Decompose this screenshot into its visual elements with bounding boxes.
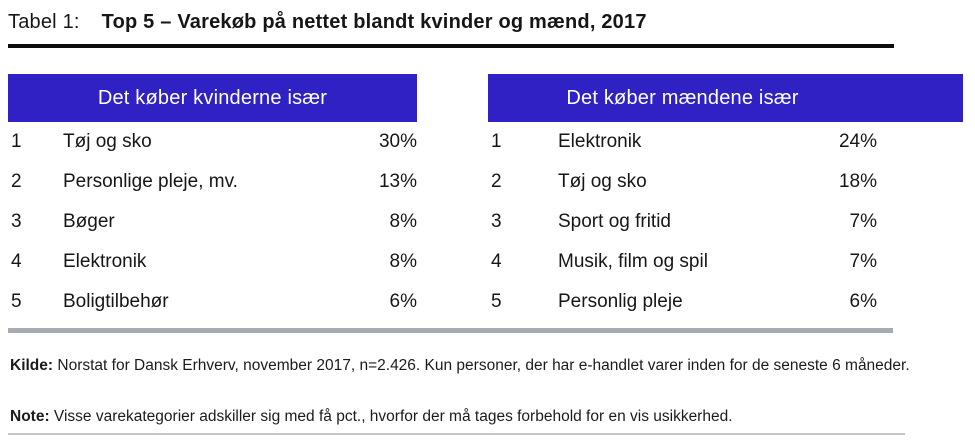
row-category: Boligtilbehør [63, 291, 169, 312]
source-note: Kilde: Norstat for Dansk Erhverv, novemb… [10, 352, 915, 379]
row-rank: 4 [491, 251, 502, 272]
method-text: Visse varekategorier adskiller sig med f… [53, 408, 733, 425]
row-category: Musik, film og spil [558, 251, 708, 272]
row-rank: 5 [491, 291, 502, 312]
row-category: Personlig pleje [558, 291, 683, 312]
table-row: 4 Elektronik 8% [8, 242, 417, 282]
table-row: 2 Personlige pleje, mv. 13% [8, 162, 417, 202]
table-row: 1 Elektronik 24% [488, 122, 963, 162]
table-row: 4 Musik, film og spil 7% [488, 242, 963, 282]
row-category: Bøger [63, 211, 115, 232]
row-category: Personlige pleje, mv. [63, 171, 238, 192]
table-men-rows: 1 Elektronik 24% 2 Tøj og sko 18% 3 Spor… [488, 122, 963, 322]
row-percentage: 18% [838, 171, 877, 192]
table-bottom-divider [8, 328, 893, 333]
row-percentage: 8% [389, 251, 417, 272]
row-percentage: 13% [378, 171, 417, 192]
page-bottom-divider [8, 433, 905, 435]
row-category: Elektronik [558, 131, 642, 152]
row-percentage: 30% [378, 131, 417, 152]
row-rank: 2 [491, 171, 502, 192]
row-percentage: 8% [389, 211, 417, 232]
table-men-header: Det køber mændene især [488, 74, 963, 122]
table-row: 5 Personlig pleje 6% [488, 282, 963, 322]
figure-title: Tabel 1: Top 5 – Varekøb på nettet blandt… [8, 11, 647, 34]
table-men: Det køber mændene især 1 Elektronik 24% … [488, 74, 963, 322]
row-percentage: 7% [849, 211, 877, 232]
row-rank: 2 [11, 171, 22, 192]
row-percentage: 24% [838, 131, 877, 152]
method-label: Note: [10, 408, 50, 425]
row-rank: 4 [11, 251, 22, 272]
figure-label: Tabel 1: [8, 11, 80, 33]
method-note: Note: Visse varekategorier adskiller sig… [10, 403, 915, 430]
source-label: Kilde: [10, 357, 54, 374]
table-women-rows: 1 Tøj og sko 30% 2 Personlige pleje, mv.… [8, 122, 417, 322]
row-category: Tøj og sko [558, 171, 647, 192]
row-percentage: 7% [849, 251, 877, 272]
table-row: 2 Tøj og sko 18% [488, 162, 963, 202]
source-text: Norstat for Dansk Erhverv, november 2017… [57, 357, 910, 374]
figure-heading: Top 5 – Varekøb på nettet blandt kvinder… [101, 11, 647, 33]
table-row: 1 Tøj og sko 30% [8, 122, 417, 162]
table-row: 3 Sport og fritid 7% [488, 202, 963, 242]
row-rank: 5 [11, 291, 22, 312]
row-rank: 3 [11, 211, 22, 232]
row-rank: 1 [11, 131, 22, 152]
row-rank: 1 [491, 131, 502, 152]
row-category: Tøj og sko [63, 131, 152, 152]
table-women-header: Det køber kvinderne især [8, 74, 417, 122]
table-row: 5 Boligtilbehør 6% [8, 282, 417, 322]
title-divider [8, 44, 894, 48]
row-category: Elektronik [63, 251, 147, 272]
row-percentage: 6% [389, 291, 417, 312]
table-row: 3 Bøger 8% [8, 202, 417, 242]
row-category: Sport og fritid [558, 211, 671, 232]
table-women: Det køber kvinderne især 1 Tøj og sko 30… [8, 74, 417, 322]
row-rank: 3 [491, 211, 502, 232]
row-percentage: 6% [849, 291, 877, 312]
